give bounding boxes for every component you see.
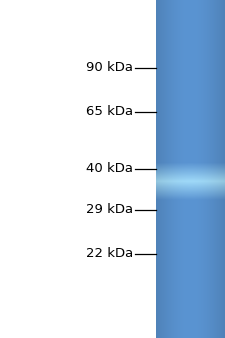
Text: 29 kDa: 29 kDa: [86, 203, 133, 216]
Text: 65 kDa: 65 kDa: [86, 105, 133, 118]
Text: 22 kDa: 22 kDa: [86, 247, 133, 260]
Text: 90 kDa: 90 kDa: [86, 61, 133, 74]
Text: 40 kDa: 40 kDa: [86, 163, 133, 175]
